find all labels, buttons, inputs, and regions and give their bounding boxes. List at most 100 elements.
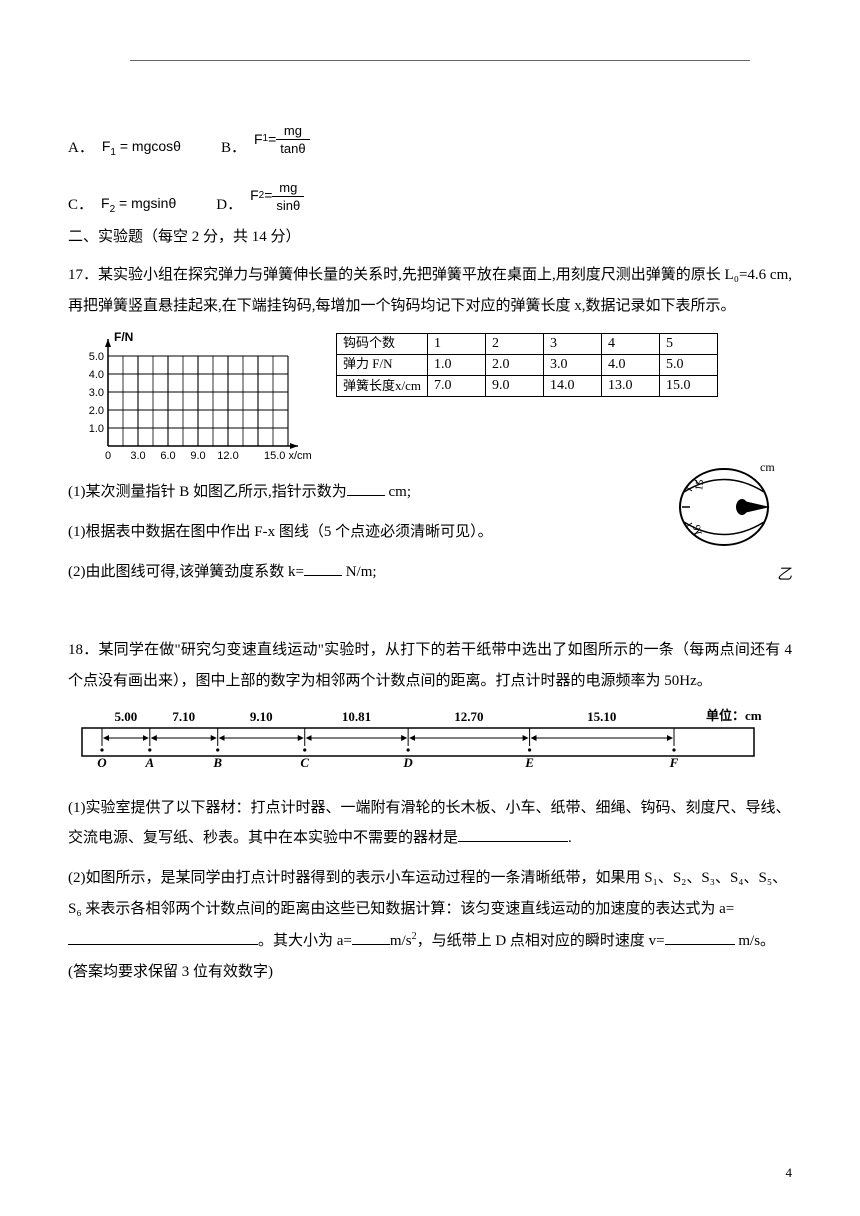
cell: 5 (660, 333, 718, 354)
dial-figure: 15 16 cm 乙 (672, 457, 792, 586)
option-b-label: B． (221, 120, 246, 159)
svg-text:9.10: 9.10 (250, 709, 273, 724)
option-a-label: A． (68, 120, 94, 159)
q17-p3b: N/m; (342, 564, 377, 580)
svg-text:3.0: 3.0 (130, 450, 145, 462)
tape-figure: 5.007.109.1010.8112.7015.10OABCDEF 单位：cm (68, 706, 768, 770)
cell: 3 (544, 333, 602, 354)
option-c-formula: F2 = mgsinθ (101, 176, 176, 217)
svg-text:3.0: 3.0 (89, 387, 104, 399)
section-2-header: 二、实验题（每空 2 分，共 14 分） (68, 227, 792, 248)
dial-tick-15: 15 (693, 478, 706, 491)
q17-num: 17． (68, 267, 98, 283)
cell: 1 (428, 333, 486, 354)
svg-text:12.0: 12.0 (217, 450, 238, 462)
f2d-sym: F (250, 186, 259, 206)
q17-body: 某实验小组在探究弹力与弹簧伸长量的关系时,先把弹簧平放在桌面上,用刻度尺测出弹簧… (68, 267, 792, 315)
svg-text:4.0: 4.0 (89, 369, 104, 381)
q18-part1: (1)实验室提供了以下器材：打点计时器、一端附有滑轮的长木板、小车、纸带、细绳、… (68, 793, 792, 853)
blank-input[interactable] (68, 944, 258, 945)
dial-svg: 15 16 cm (672, 457, 782, 552)
frac-b-num: mg (276, 124, 309, 139)
f1b-sym: F (254, 130, 263, 150)
q18-p2a: (2)如图所示，是某同学由打点计时器得到的表示小车运动过程的一条清晰纸带，如果用… (68, 870, 787, 918)
frac-d-num: mg (272, 181, 304, 196)
q17-text: 17．某实验小组在探究弹力与弹簧伸长量的关系时,先把弹簧平放在桌面上,用刻度尺测… (68, 260, 792, 323)
cell: 3.0 (544, 354, 602, 375)
svg-text:10.81: 10.81 (342, 709, 371, 724)
q18-p2b: 。其大小为 a= (258, 933, 352, 949)
f1b-eq: = (268, 130, 276, 150)
table-row: 弹簧长度x/cm 7.0 9.0 14.0 13.0 15.0 (337, 375, 718, 396)
cell: 7.0 (428, 375, 486, 396)
blank-input[interactable] (347, 495, 385, 496)
fraction-b: mg tanθ (276, 124, 309, 155)
svg-text:O: O (97, 755, 107, 770)
q17-p1b: cm; (385, 484, 411, 500)
cell: 2.0 (486, 354, 544, 375)
fraction-d: mg sinθ (272, 181, 304, 212)
svg-text:2.0: 2.0 (89, 405, 104, 417)
svg-text:D: D (402, 755, 413, 770)
q17-p3a: (2)由此图线可得,该弹簧劲度系数 k= (68, 564, 304, 580)
cell: 4 (602, 333, 660, 354)
f2d-eq: = (264, 186, 272, 206)
blank-input[interactable] (352, 944, 390, 945)
svg-text:1.0: 1.0 (89, 423, 104, 435)
cell: 弹力 F/N (337, 354, 428, 375)
q18-text: 18．某同学在做"研究匀变速直线运动"实验时，从打下的若干纸带中选出了如图所示的… (68, 635, 792, 698)
table-row: 钩码个数 1 2 3 4 5 (337, 333, 718, 354)
svg-text:B: B (212, 755, 222, 770)
q18-part2: (2)如图所示，是某同学由打点计时器得到的表示小车运动过程的一条清晰纸带，如果用… (68, 863, 792, 989)
option-c-label: C． (68, 177, 93, 216)
page-number: 4 (786, 1164, 793, 1182)
dial-unit: cm (760, 460, 775, 474)
frac-d-den: sinθ (272, 196, 304, 212)
tape-unit-label: 单位：cm (706, 708, 762, 723)
f2-rest: = mgsinθ (115, 195, 176, 211)
svg-text:9.0: 9.0 (190, 450, 205, 462)
q18-p1b: . (568, 830, 572, 846)
cell: 2 (486, 333, 544, 354)
cell: 14.0 (544, 375, 602, 396)
header-rule (130, 60, 750, 61)
svg-text:15.10: 15.10 (587, 709, 616, 724)
cell: 1.0 (428, 354, 486, 375)
x-axis-label: 15.0 x/cm (264, 450, 312, 462)
cell: 5.0 (660, 354, 718, 375)
cell: 9.0 (486, 375, 544, 396)
q18-p2d: ，与纸带上 D 点相对应的瞬时速度 v= (417, 933, 665, 949)
q17-figure-row: F/N 15.0 x/cm 03.06.09.012.0 1.02.03.04.… (68, 331, 792, 467)
q18-p2c: m/s (390, 933, 412, 949)
svg-text:E: E (524, 755, 534, 770)
svg-text:C: C (300, 755, 309, 770)
svg-text:12.70: 12.70 (454, 709, 483, 724)
q17-p1a: (1)某次测量指针 B 如图乙所示,指针示数为 (68, 484, 347, 500)
options-row-cd: C． F2 = mgsinθ D． F2 = mg sinθ (68, 176, 792, 217)
svg-text:7.10: 7.10 (172, 709, 195, 724)
cell: 钩码个数 (337, 333, 428, 354)
frac-b-den: tanθ (276, 139, 309, 155)
cell: 15.0 (660, 375, 718, 396)
cell: 4.0 (602, 354, 660, 375)
q18-body: 某同学在做"研究匀变速直线运动"实验时，从打下的若干纸带中选出了如图所示的一条（… (68, 642, 792, 690)
f2-sym: F (101, 195, 110, 211)
cell: 13.0 (602, 375, 660, 396)
blank-input[interactable] (665, 944, 735, 945)
blank-input[interactable] (458, 841, 568, 842)
option-b-formula: F1 = mg tanθ (254, 124, 310, 155)
fn-grid-chart: F/N 15.0 x/cm 03.06.09.012.0 1.02.03.04.… (68, 331, 312, 467)
q18-p1a: (1)实验室提供了以下器材：打点计时器、一端附有滑轮的长木板、小车、纸带、细绳、… (68, 800, 791, 846)
svg-text:A: A (144, 755, 154, 770)
table-row: 弹力 F/N 1.0 2.0 3.0 4.0 5.0 (337, 354, 718, 375)
svg-text:6.0: 6.0 (160, 450, 175, 462)
y-axis-label: F/N (114, 331, 133, 344)
q17-data-table: 钩码个数 1 2 3 4 5 弹力 F/N 1.0 2.0 3.0 4.0 5.… (336, 333, 718, 398)
option-d-formula: F2 = mg sinθ (250, 181, 304, 212)
blank-input[interactable] (304, 575, 342, 576)
dial-caption: 乙 (672, 565, 792, 586)
svg-text:5.0: 5.0 (89, 351, 104, 363)
f1-rest: = mgcosθ (116, 138, 181, 154)
option-a-formula: F1 = mgcosθ (102, 119, 181, 160)
option-d-label: D． (216, 177, 242, 216)
